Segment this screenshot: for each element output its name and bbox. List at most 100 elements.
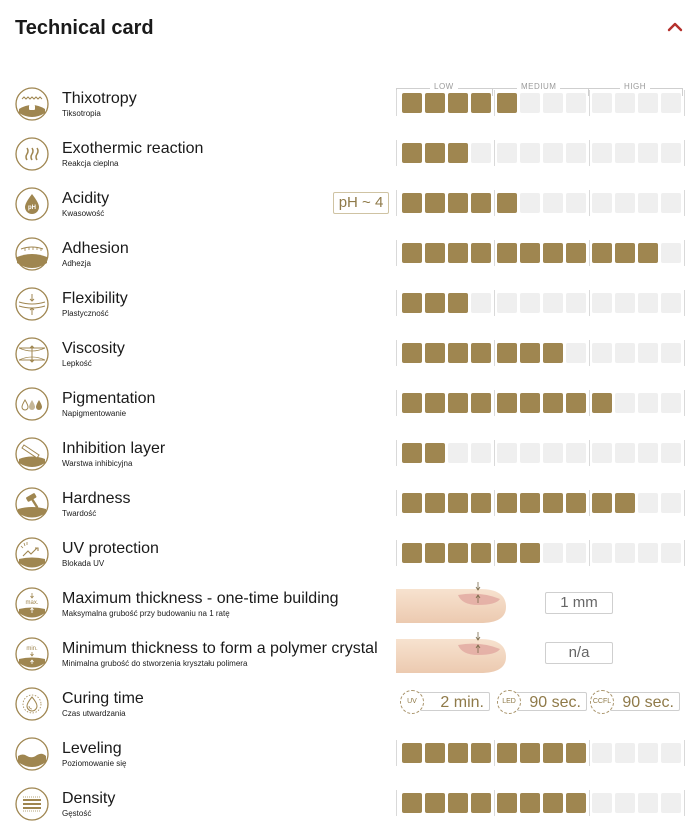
level-cell-filled [425, 243, 445, 263]
level-group-separator [589, 790, 590, 816]
curing-icon [15, 687, 49, 721]
level-cell-filled [425, 193, 445, 213]
level-group-separator [684, 190, 685, 216]
level-cell-filled [448, 343, 468, 363]
level-cell-filled [497, 393, 517, 413]
lamp-type-badge: LED [497, 690, 521, 714]
level-cell-empty [615, 143, 635, 163]
thixotropy-icon [15, 87, 49, 121]
level-cell-filled [566, 493, 586, 513]
level-bar [396, 240, 686, 266]
level-group-separator [396, 90, 397, 116]
property-name: Minimum thickness to form a polymer crys… [62, 640, 378, 657]
adhesion-icon [15, 237, 49, 271]
level-bar [396, 140, 686, 166]
level-group-separator [684, 490, 685, 516]
level-group-separator [589, 440, 590, 466]
level-cell-empty [661, 143, 681, 163]
level-cell-filled [471, 343, 491, 363]
level-group-separator [684, 290, 685, 316]
level-cell-empty [615, 193, 635, 213]
level-cell-filled [543, 743, 563, 763]
level-bar [396, 740, 686, 766]
level-group-separator [589, 540, 590, 566]
level-cell-empty [638, 743, 658, 763]
level-cell-empty [615, 93, 635, 113]
level-cell-filled [402, 493, 422, 513]
thickness-value: 1 mm [545, 592, 613, 614]
level-group-separator [684, 440, 685, 466]
level-cell-empty [592, 343, 612, 363]
level-cell-empty [566, 143, 586, 163]
level-cell-empty [661, 543, 681, 563]
level-group-separator [396, 240, 397, 266]
property-name: Pigmentation [62, 390, 156, 407]
level-group-separator [684, 90, 685, 116]
level-cell-filled [520, 743, 540, 763]
level-cell-empty [592, 193, 612, 213]
chevron-up-icon[interactable] [667, 20, 683, 32]
finger-nail-illustration [396, 631, 508, 675]
level-cell-filled [402, 793, 422, 813]
level-group-separator [589, 490, 590, 516]
property-subtitle: Kwasowość [62, 209, 105, 218]
curing-time-led: 90 sec. LED [497, 690, 593, 714]
level-bar [396, 290, 686, 316]
level-bar [396, 490, 686, 516]
level-bar [396, 540, 686, 566]
level-cell-filled [402, 343, 422, 363]
level-cell-filled [425, 443, 445, 463]
level-cell-empty [543, 293, 563, 313]
level-cell-empty [661, 293, 681, 313]
level-cell-empty [566, 93, 586, 113]
level-cell-empty [638, 343, 658, 363]
level-cell-empty [592, 443, 612, 463]
level-cell-empty [661, 393, 681, 413]
level-cell-filled [497, 543, 517, 563]
level-cell-empty [615, 793, 635, 813]
level-cell-filled [448, 243, 468, 263]
property-row: Curing time Czas utwardzania 2 min. UV 90 se… [15, 685, 685, 727]
property-name: Inhibition layer [62, 440, 166, 457]
property-name: Leveling [62, 740, 122, 757]
level-group-separator [494, 340, 495, 366]
level-cell-empty [566, 343, 586, 363]
level-cell-empty [638, 393, 658, 413]
level-cell-filled [497, 493, 517, 513]
property-subtitle: Blokada UV [62, 559, 105, 568]
level-cell-empty [615, 543, 635, 563]
level-cell-filled [425, 743, 445, 763]
level-cell-filled [402, 443, 422, 463]
property-subtitle: Poziomowanie się [62, 759, 127, 768]
lamp-type-badge: CCFL [590, 690, 614, 714]
property-subtitle: Adhezja [62, 259, 91, 268]
property-row: Exothermic reaction Reakcja cieplna [15, 135, 685, 177]
level-group-separator [589, 90, 590, 116]
level-group-separator [396, 390, 397, 416]
level-cell-filled [425, 493, 445, 513]
property-name: Flexibility [62, 290, 128, 307]
level-cell-empty [661, 243, 681, 263]
level-cell-filled [425, 93, 445, 113]
level-cell-empty [592, 543, 612, 563]
property-row: Viscosity Lepkość [15, 335, 685, 377]
level-group-separator [494, 290, 495, 316]
level-cell-empty [661, 493, 681, 513]
level-cell-filled [497, 93, 517, 113]
level-cell-empty [520, 443, 540, 463]
level-cell-empty [543, 93, 563, 113]
level-cell-empty [520, 193, 540, 213]
level-group-separator [396, 540, 397, 566]
level-bar [396, 790, 686, 816]
level-cell-filled [592, 493, 612, 513]
svg-text:max.: max. [25, 600, 38, 606]
property-name: Hardness [62, 490, 131, 507]
level-group-separator [684, 790, 685, 816]
level-bar [396, 90, 686, 116]
level-cell-filled [402, 243, 422, 263]
property-subtitle: Maksymalna grubość przy budowaniu na 1 r… [62, 609, 230, 618]
level-cell-filled [471, 93, 491, 113]
level-group-separator [589, 340, 590, 366]
level-cell-filled [425, 793, 445, 813]
level-cell-empty [638, 793, 658, 813]
